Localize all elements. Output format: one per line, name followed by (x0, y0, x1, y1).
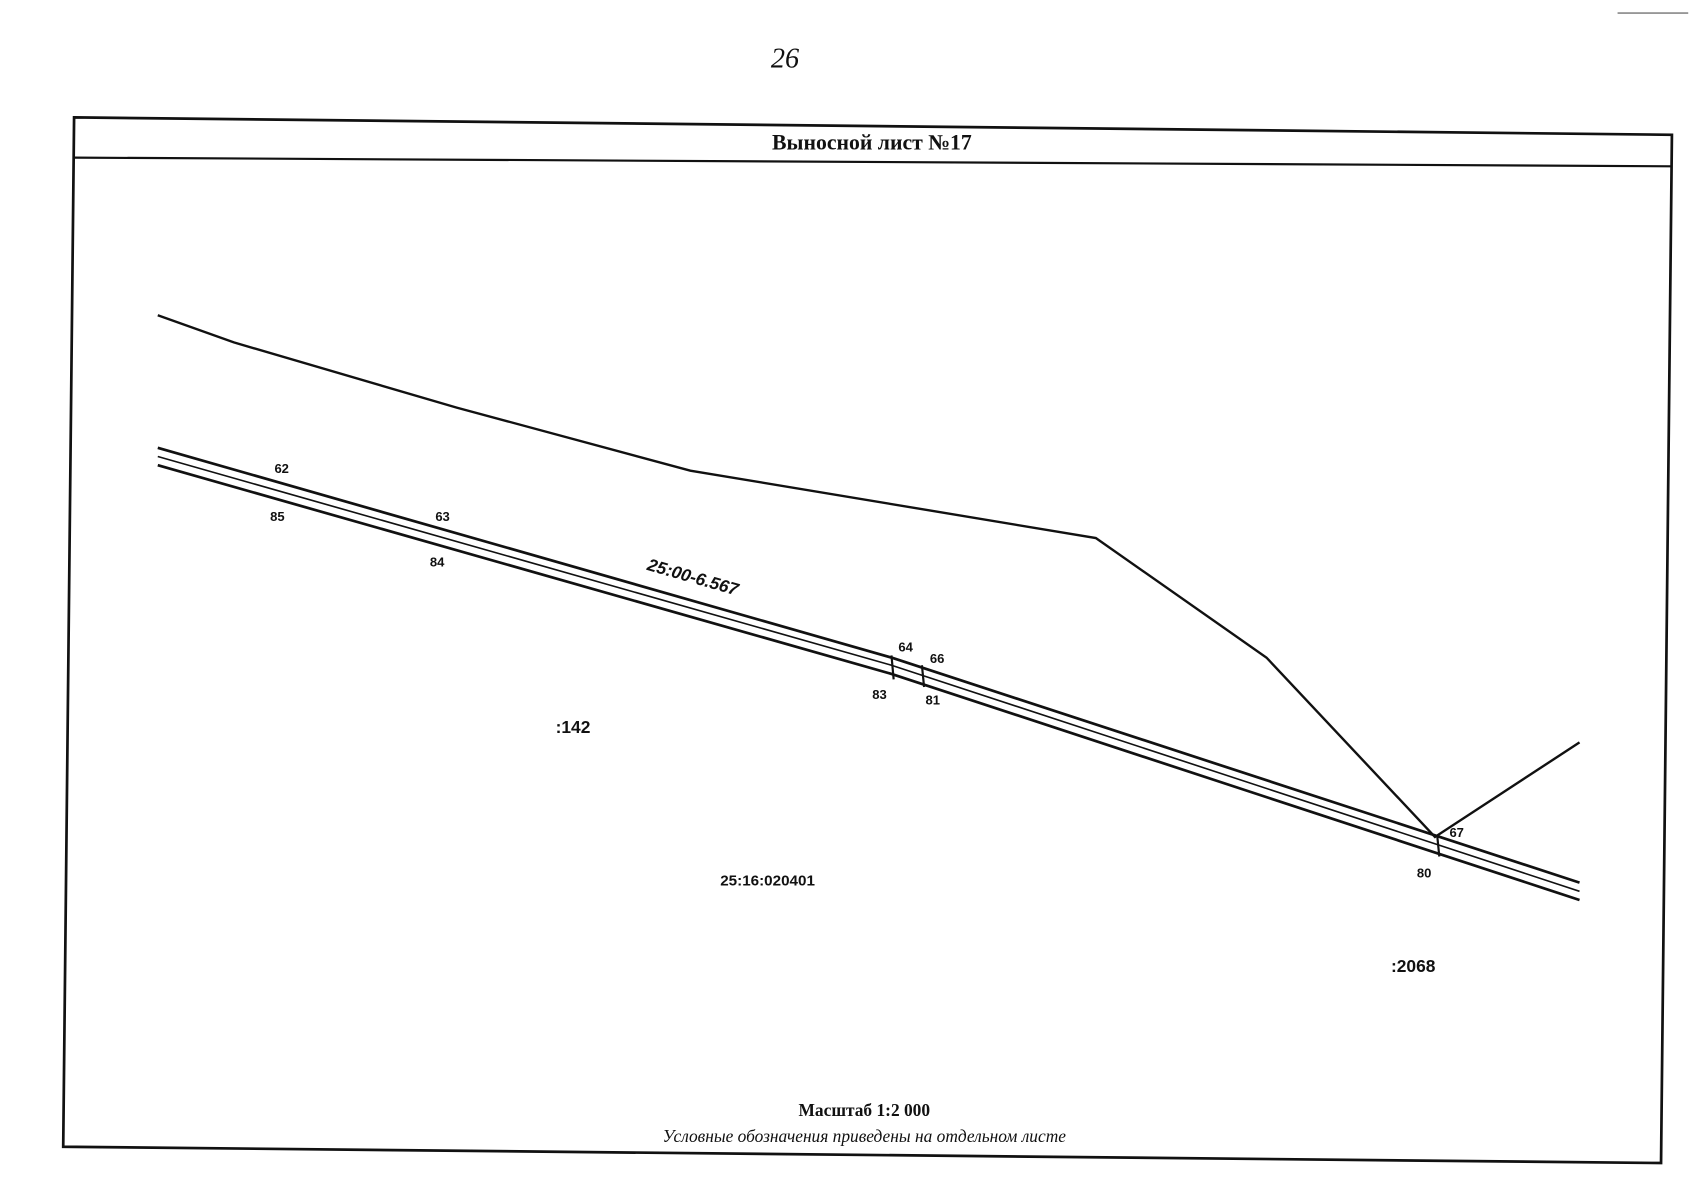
zone-label: 25:00-6.567 (644, 554, 742, 600)
page-number: 26 (771, 43, 799, 74)
point-label: 83 (872, 687, 887, 702)
title-divider (74, 156, 1672, 168)
parcel-label: :2068 (1391, 956, 1436, 976)
point-label: 85 (270, 509, 285, 524)
cut-mark (920, 665, 926, 688)
parcel-label: 25:16:020401 (720, 873, 815, 890)
point-label: 81 (926, 693, 941, 708)
point-label: 80 (1417, 865, 1432, 880)
cut-mark (1436, 834, 1441, 857)
parcel-label: :142 (556, 717, 591, 737)
sheet-title: Выносной лист №17 (772, 131, 972, 155)
boundary-line (157, 314, 1581, 839)
frame (61, 116, 1674, 1165)
point-label: 63 (435, 509, 449, 524)
point-label: 64 (898, 639, 913, 654)
point-label: 62 (274, 461, 289, 476)
point-label: 66 (930, 651, 945, 666)
road-line (157, 463, 1580, 902)
point-label: 84 (430, 554, 445, 569)
legend-note: Условные обозначения приведены на отдель… (663, 1127, 1067, 1146)
point-label: 67 (1449, 825, 1464, 840)
scale-label: Масштаб 1:2 000 (799, 1101, 931, 1120)
road-line (157, 446, 1580, 884)
cut-mark (890, 655, 895, 680)
road-line (157, 455, 1580, 893)
